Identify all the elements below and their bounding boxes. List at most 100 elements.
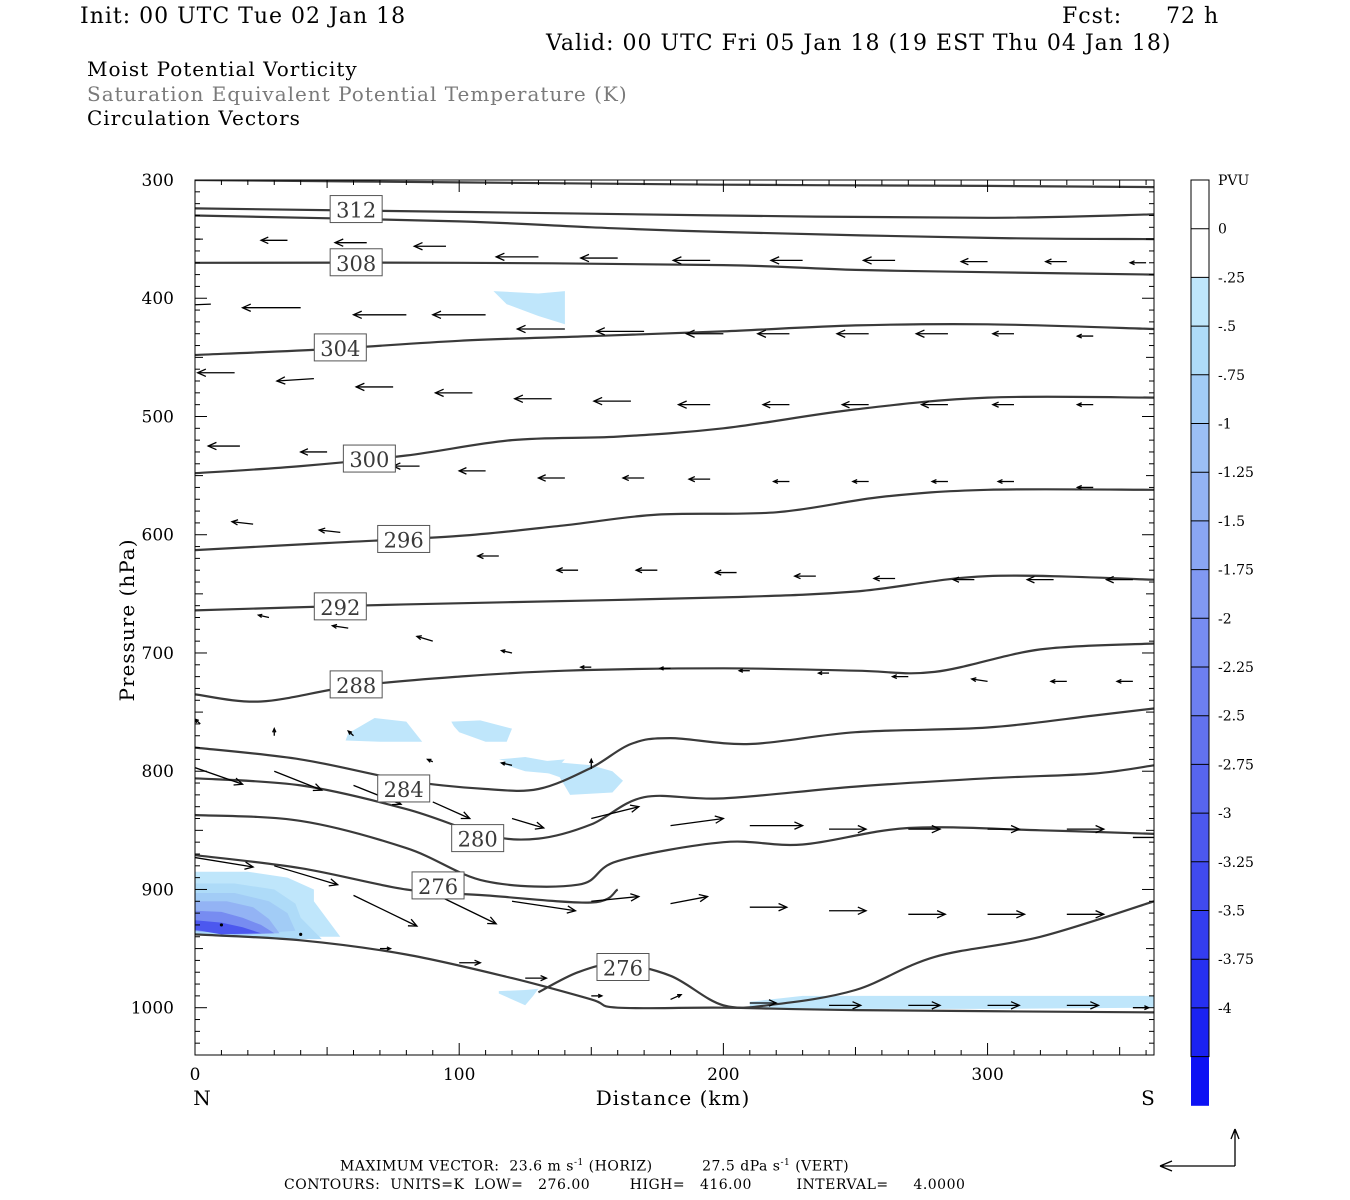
contour-label-box	[313, 592, 367, 621]
circulation-vector	[536, 474, 565, 482]
vector-head	[579, 664, 585, 670]
circulation-vector	[1075, 333, 1094, 339]
vector-head	[771, 478, 779, 485]
vector-shaft	[231, 521, 254, 525]
vector-head	[431, 310, 442, 320]
vector-head	[272, 727, 277, 733]
circulation-vector	[761, 400, 790, 409]
vector-head	[196, 368, 207, 377]
colorbar: 0 -.25 -.5 -.75 -1 -1.25 -1.5 -1.75 -2 -2.25 -2.5 -…	[1190, 179, 1254, 1106]
vector-head	[816, 670, 823, 676]
circulation-vector	[579, 253, 618, 263]
vector-head	[1025, 575, 1035, 584]
vector-head	[931, 824, 942, 834]
contour-label: 280	[458, 828, 498, 852]
circulation-vector	[379, 946, 393, 951]
vector-head	[861, 256, 872, 265]
vector-head	[386, 946, 393, 951]
contour-label-box	[377, 524, 431, 553]
vector-head	[299, 448, 309, 456]
circulation-vector	[908, 910, 947, 919]
vector-head	[354, 382, 365, 392]
circulation-vector	[476, 552, 499, 560]
max-vert-unit: dPa s	[740, 1158, 781, 1175]
vector-shaft	[274, 865, 338, 886]
mpv-shaded-region	[195, 920, 261, 935]
field-vectors-title: Circulation Vectors	[87, 106, 301, 130]
contour-label: 312	[336, 199, 376, 223]
max-horiz-value: 23.6	[509, 1158, 543, 1175]
circulation-vector	[872, 575, 896, 582]
x-tick-label: 100	[443, 1065, 475, 1085]
vector-head	[256, 613, 263, 619]
colorbar-tick-label: -3.25	[1218, 855, 1254, 871]
colorbar-tick-label: -3.75	[1218, 952, 1254, 968]
vector-head	[244, 861, 255, 870]
circulation-vector	[684, 329, 724, 338]
vector-head	[328, 878, 340, 887]
circulation-vector	[240, 303, 301, 312]
vector-head	[890, 674, 898, 680]
circulation-vector	[333, 238, 367, 247]
colorbar-tick-label: -.25	[1218, 270, 1245, 286]
circulation-vector	[1132, 836, 1154, 839]
theta-es-contour-line	[195, 707, 1154, 792]
colorbar-swatch	[1191, 1056, 1209, 1106]
vector-head	[621, 474, 630, 482]
colorbar-tick-label: -2.75	[1218, 757, 1254, 773]
forecast-hour: 72 h	[1166, 4, 1220, 29]
contour-label: 292	[320, 596, 360, 620]
contour-label: 276	[603, 957, 643, 981]
circulation-vector	[432, 801, 472, 820]
vector-head	[634, 567, 643, 574]
mpv-shaded-region	[345, 718, 423, 742]
vector-shaft	[416, 635, 433, 642]
circulation-vector	[272, 727, 277, 736]
circulation-vector	[670, 893, 710, 905]
vector-head	[230, 519, 239, 526]
circulation-vector	[259, 236, 288, 245]
colorbar-swatch	[1191, 180, 1209, 230]
x-tick-label: 300	[971, 1065, 1003, 1085]
vector-head	[835, 329, 846, 338]
colorbar-tick-label: -.5	[1218, 319, 1236, 335]
circulation-vector	[353, 894, 419, 927]
circulation-vector	[991, 330, 1014, 337]
y-tick-label: 500	[142, 407, 174, 427]
colorbar-swatch	[1191, 715, 1209, 765]
y-tick-label: 400	[142, 289, 174, 309]
colorbar-swatch	[1191, 569, 1209, 619]
vector-head	[1044, 258, 1052, 265]
colorbar-swatch	[1191, 959, 1209, 1009]
vector-head	[259, 236, 269, 245]
vector-head	[499, 761, 506, 766]
circulation-vector	[299, 932, 303, 936]
y-tick-label: 700	[142, 644, 174, 664]
vector-head	[769, 256, 780, 265]
field-mpv-title: Moist Potential Vorticity	[87, 57, 358, 81]
circulation-vector	[756, 329, 790, 338]
theta-es-contour-line	[195, 764, 1154, 841]
circulation-vector	[749, 902, 789, 912]
circulation-vector	[749, 999, 778, 1007]
north-end-label: N	[193, 1086, 211, 1110]
circulation-vector	[919, 400, 948, 409]
max-vector-line: MAXIMUM VECTOR: 23.6 m s-1 (HORIZ) 27.5 …	[340, 1158, 849, 1175]
vector-head	[351, 310, 362, 320]
vector-head	[857, 824, 868, 834]
max-horiz-kind: (HORIZ)	[588, 1158, 653, 1175]
circulation-vector	[890, 674, 909, 680]
circulation-vector	[299, 448, 328, 456]
circulation-vector	[987, 824, 1021, 834]
vector-head	[1010, 1001, 1021, 1010]
colorbar-swatch	[1191, 423, 1209, 473]
colorbar-tick-label: -2.25	[1218, 660, 1254, 676]
circulation-vector	[1115, 678, 1133, 684]
circulation-vector	[594, 327, 645, 336]
circulation-vector	[1066, 1001, 1101, 1010]
circulation-vector	[431, 310, 486, 320]
circulation-vector	[851, 478, 869, 485]
vector-head	[857, 906, 868, 916]
vector-head	[460, 811, 472, 820]
